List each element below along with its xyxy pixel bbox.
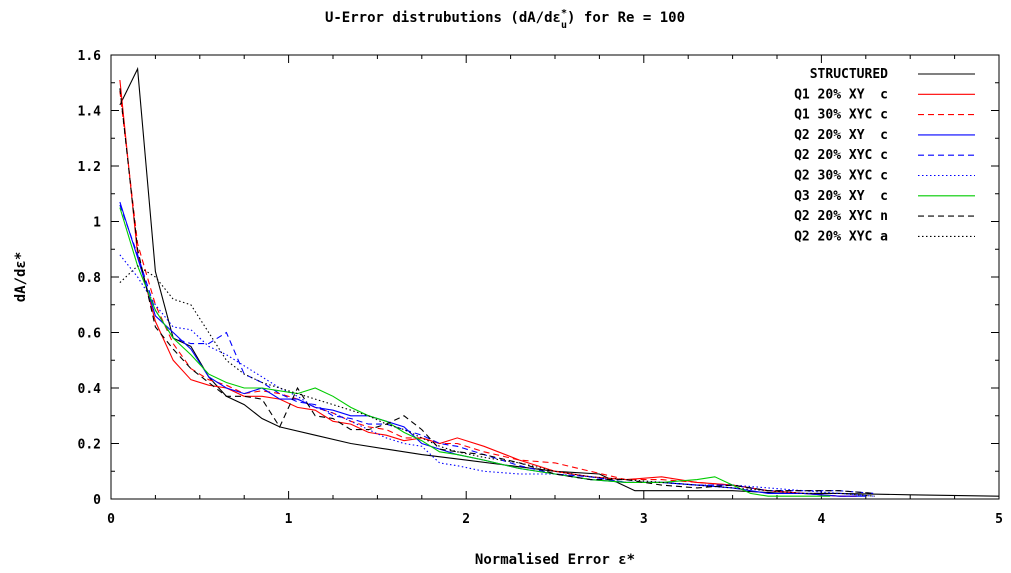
x-tick-label: 3	[640, 512, 648, 527]
legend-label: Q3 20% XY c	[794, 189, 888, 204]
y-axis-label: dA/dε*	[13, 252, 29, 303]
chart-title-sup: *	[561, 8, 567, 19]
chart-title-sub: u	[561, 20, 567, 31]
y-tick-label: 0.8	[78, 271, 102, 286]
y-tick-label: 0.4	[78, 382, 102, 397]
legend: STRUCTURED Q1 20% XY c Q1 30% XYC c Q2 20% …	[794, 67, 975, 244]
y-tick-label: 0	[93, 493, 101, 508]
y-tick-label: 1.6	[78, 49, 102, 64]
legend-label: Q1 20% XY c	[794, 87, 888, 102]
series-1-line	[119, 79, 857, 497]
y-tick-label: 1	[93, 216, 101, 231]
x-tick-label: 2	[462, 512, 470, 527]
legend-label: Q2 20% XYC c	[794, 148, 888, 163]
x-tick-label: 4	[817, 512, 825, 527]
x-tick-label: 0	[107, 512, 115, 527]
series-7-line	[119, 88, 875, 494]
y-tick-label: 0.2	[78, 438, 101, 453]
y-tick-label: 1.4	[78, 105, 102, 120]
legend-label: Q2 30% XYC c	[794, 169, 888, 184]
series-3-line	[119, 201, 866, 497]
series-8-line	[119, 265, 875, 497]
series-2-line	[119, 91, 857, 497]
series-6-line	[119, 207, 831, 497]
x-tick-label: 5	[995, 512, 1003, 527]
axis-tick-labels: 0 1 2 3 4 5 0 0.2 0.4 0.6 0.8 1 1.2 1.4 1.6	[78, 49, 1003, 527]
chart-title: U-Error distrubutions (dA/dε* u) for Re =…	[325, 8, 685, 31]
series-lines	[119, 66, 1000, 497]
y-tick-label: 0.6	[78, 327, 102, 342]
legend-label: Q2 20% XYC a	[794, 229, 888, 244]
x-tick-label: 1	[285, 512, 293, 527]
y-tick-label: 1.2	[78, 160, 101, 175]
series-0-line	[119, 66, 1000, 497]
legend-label: Q2 20% XY c	[794, 128, 888, 143]
axis-ticks	[110, 54, 1000, 500]
legend-label: Q1 30% XYC c	[794, 108, 888, 123]
legend-label: STRUCTURED	[810, 67, 888, 82]
x-axis-label: Normalised Error ε*	[475, 552, 635, 568]
legend-label: Q2 20% XYC n	[794, 209, 888, 224]
series-4-line	[119, 204, 875, 494]
